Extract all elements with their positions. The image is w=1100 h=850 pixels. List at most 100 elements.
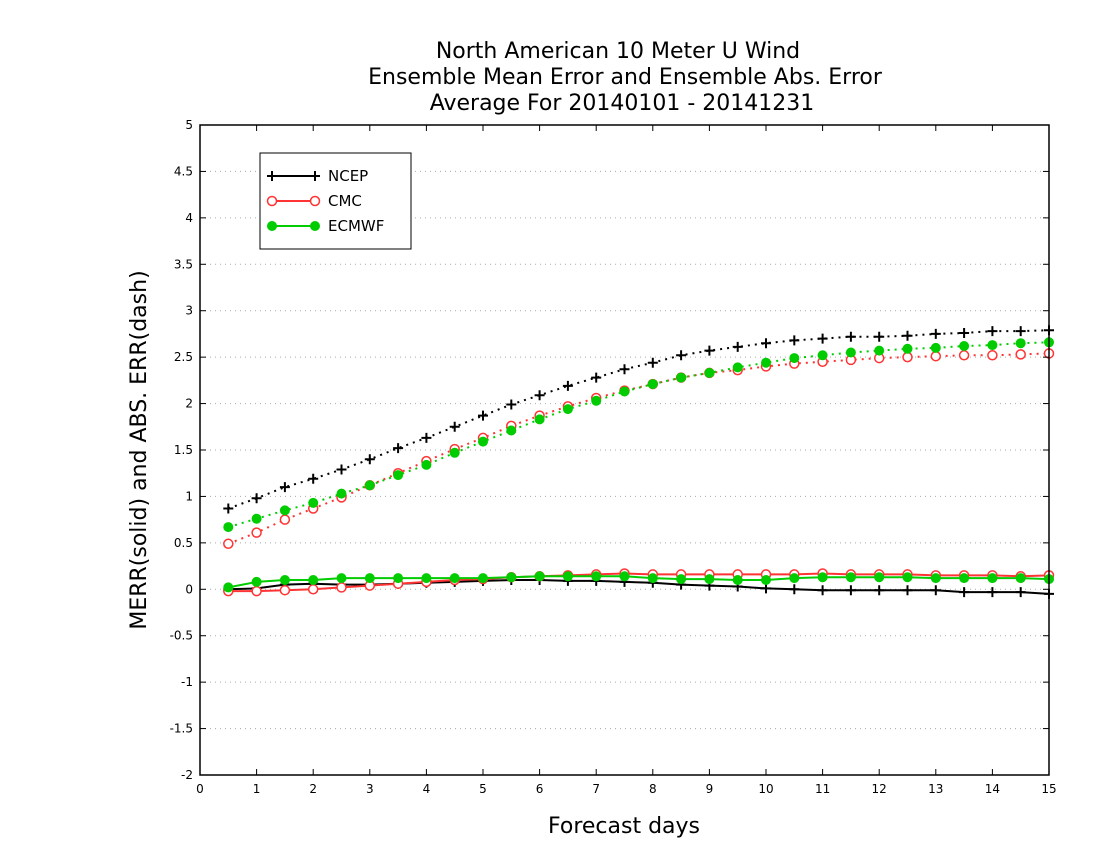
- ncep-merr-point: [987, 587, 998, 598]
- ecmwf-abs-err-point: [364, 480, 375, 491]
- ecmwf-merr-point: [761, 575, 771, 585]
- ecmwf-merr-point: [845, 572, 856, 583]
- ncep-merr-point: [789, 584, 800, 595]
- cmc-merr-point: [307, 584, 319, 595]
- x-axis-label: Forecast days: [548, 814, 700, 839]
- ncep-abs-err-point: [676, 350, 687, 361]
- ecmwf-abs-err-point: [902, 343, 913, 354]
- ecmwf-abs-err-point: [789, 353, 800, 364]
- ecmwf-merr-point: [817, 572, 828, 583]
- ecmwf-abs-err-point: [223, 522, 234, 533]
- ncep-abs-err-point: [619, 364, 630, 375]
- ecmwf-merr-point: [251, 576, 262, 587]
- ncep-abs-err-point: [534, 390, 545, 401]
- ncep-abs-err-point: [902, 330, 913, 341]
- ncep-abs-err-point: [591, 372, 602, 383]
- ncep-merr-point: [874, 585, 885, 596]
- y-tick-label: 4.5: [174, 164, 193, 178]
- ecmwf-abs-err-point: [845, 347, 856, 358]
- x-tick-label: 1: [253, 782, 261, 796]
- ecmwf-merr-point: [704, 574, 715, 585]
- legend-marker-ecmwf: [267, 221, 277, 231]
- ecmwf-abs-err-point: [817, 350, 828, 361]
- ecmwf-abs-err-point: [449, 447, 460, 458]
- y-tick-label: -0.5: [170, 629, 193, 643]
- ecmwf-merr-point: [562, 571, 573, 582]
- ncep-abs-err-point: [562, 380, 573, 391]
- ecmwf-merr-point: [223, 582, 234, 593]
- ncep-merr-point: [845, 585, 856, 596]
- x-tick-label: 4: [423, 782, 431, 796]
- series-ncep: [223, 325, 1054, 599]
- ecmwf-merr-point: [478, 573, 488, 584]
- ncep-abs-err-line: [227, 329, 1050, 510]
- legend-label-cmc: CMC: [328, 192, 362, 210]
- ncep-abs-err-point: [449, 421, 460, 432]
- cmc-abs-err-line: [227, 352, 1050, 545]
- ecmwf-merr-point: [506, 572, 517, 583]
- ncep-abs-err-point: [789, 335, 800, 346]
- y-tick-label: -1: [181, 675, 193, 689]
- ecmwf-merr-point: [364, 573, 375, 584]
- ncep-abs-err-point: [647, 357, 658, 368]
- ecmwf-abs-err-point: [393, 470, 404, 481]
- ecmwf-abs-err-point: [562, 404, 573, 415]
- ecmwf-merr-point: [789, 573, 800, 584]
- gridlines: [200, 170, 1049, 730]
- ncep-abs-err-point: [393, 443, 404, 454]
- ecmwf-merr-point: [676, 574, 687, 585]
- cmc-abs-err-point: [930, 350, 942, 362]
- x-tick-label: 6: [536, 782, 544, 796]
- cmc-abs-err-point: [987, 350, 998, 361]
- ecmwf-abs-err-point: [874, 345, 885, 356]
- legend-marker-cmc: [266, 195, 278, 207]
- ecmwf-abs-err-point: [534, 414, 545, 425]
- x-tick-label: 8: [649, 782, 657, 796]
- ncep-merr-point: [761, 583, 771, 594]
- series-layer: [223, 325, 1055, 599]
- cmc-abs-err-point: [279, 514, 291, 525]
- x-tick-label: 13: [928, 782, 943, 796]
- series-ecmwf: [223, 337, 1054, 593]
- ncep-merr-point: [930, 585, 941, 596]
- ecmwf-merr-point: [1015, 573, 1026, 584]
- cmc-abs-err-point: [223, 538, 234, 550]
- axis-ticks: -2-1.5-1-0.500.511.522.533.544.550 1 2 3 4 5 6…: [170, 118, 1057, 796]
- ecmwf-merr-point: [449, 573, 460, 584]
- chart-title: North American 10 Meter U Wind Ensemble …: [368, 39, 883, 116]
- ecmwf-abs-err-line: [228, 341, 1050, 529]
- ncep-abs-err-point: [959, 328, 970, 338]
- ecmwf-abs-err-point: [987, 340, 998, 351]
- cmc-abs-err-point: [1015, 349, 1026, 360]
- ncep-abs-err-point: [506, 399, 517, 410]
- ncep-abs-err-point: [845, 331, 856, 342]
- ecmwf-abs-err-point: [279, 505, 290, 516]
- ncep-abs-err-point: [1015, 326, 1026, 337]
- ecmwf-merr-point: [959, 573, 970, 584]
- ecmwf-merr-point: [393, 573, 404, 584]
- ncep-abs-err-point: [817, 333, 828, 344]
- ncep-abs-err-point: [279, 482, 290, 493]
- ecmwf-merr-point: [308, 575, 319, 585]
- ncep-abs-err-point: [732, 341, 743, 352]
- legend-marker-ecmwf: [310, 221, 320, 231]
- cmc-merr-point: [279, 584, 291, 596]
- ecmwf-abs-err-point: [704, 367, 715, 378]
- x-tick-label: 11: [815, 782, 830, 796]
- y-tick-label: -2: [181, 768, 193, 782]
- y-tick-label: 0.5: [174, 536, 193, 550]
- y-tick-label: 2.5: [174, 350, 193, 364]
- ecmwf-merr-point: [647, 573, 658, 584]
- series-cmc: [223, 348, 1055, 597]
- cmc-abs-err-point: [902, 351, 913, 363]
- ncep-abs-err-point: [874, 331, 885, 342]
- cmc-abs-err-point: [958, 350, 970, 361]
- ecmwf-abs-err-point: [647, 379, 658, 390]
- y-tick-label: 3.5: [174, 257, 193, 271]
- ecmwf-merr-point: [534, 571, 545, 582]
- x-tick-label: 9: [706, 782, 714, 796]
- x-tick-label: 0: [196, 782, 204, 796]
- ecmwf-abs-err-point: [732, 362, 743, 373]
- ecmwf-abs-err-point: [676, 372, 687, 383]
